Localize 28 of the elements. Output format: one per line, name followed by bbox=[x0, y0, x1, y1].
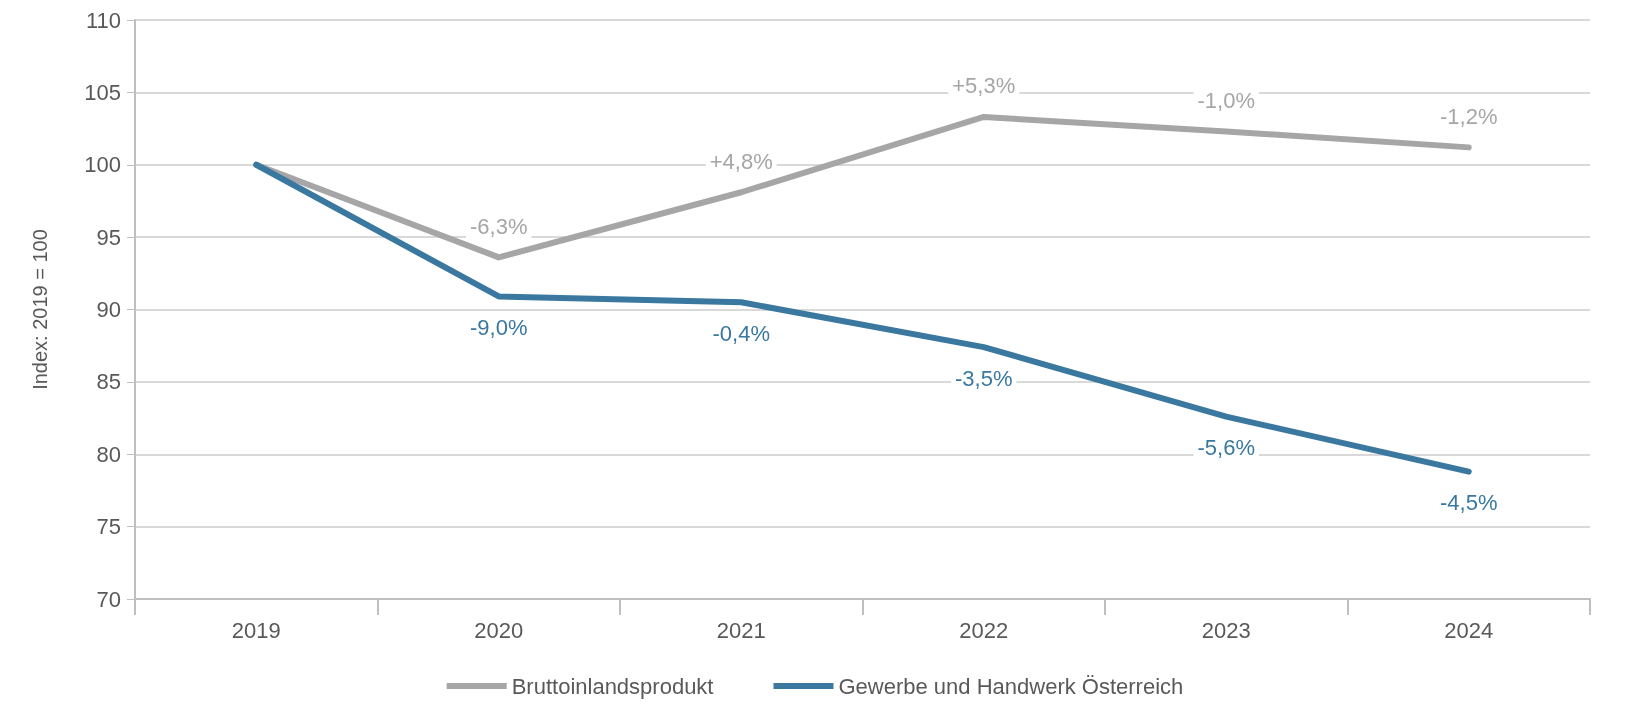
y-tick-label: 70 bbox=[96, 586, 121, 612]
annotation: -3,5% bbox=[955, 365, 1013, 391]
annotation: +4,8% bbox=[709, 148, 773, 174]
legend-label: Gewerbe und Handwerk Österreich bbox=[838, 673, 1184, 699]
x-tick-label: 2021 bbox=[716, 617, 766, 643]
y-tick-label: 95 bbox=[96, 224, 121, 250]
y-tick-label: 110 bbox=[85, 7, 121, 33]
y-tick-label: 85 bbox=[96, 369, 121, 395]
y-tick-label: 105 bbox=[84, 79, 121, 105]
x-tick-label: 2024 bbox=[1444, 617, 1494, 643]
y-tick-label: 75 bbox=[96, 514, 121, 540]
y-tick-label: 80 bbox=[96, 441, 121, 467]
annotation: -6,3% bbox=[470, 213, 528, 239]
x-tick-label: 2022 bbox=[959, 617, 1009, 643]
annotation: -9,0% bbox=[470, 314, 528, 340]
x-tick-label: 2020 bbox=[474, 617, 524, 643]
legend-label: Bruttoinlandsprodukt bbox=[511, 673, 714, 699]
y-tick-label: 90 bbox=[96, 297, 121, 322]
annotation: -1,0% bbox=[1197, 87, 1255, 113]
annotation: -1,2% bbox=[1440, 103, 1498, 129]
y-tick-label: 100 bbox=[84, 152, 121, 178]
y-axis-title: Index: 2019 = 100 bbox=[29, 229, 51, 390]
annotation: -4,5% bbox=[1440, 490, 1498, 516]
annotation: +5,3% bbox=[952, 73, 1016, 99]
x-tick-label: 2019 bbox=[231, 617, 281, 643]
annotation: -0,4% bbox=[712, 320, 770, 346]
x-tick-label: 2023 bbox=[1201, 617, 1251, 643]
annotation: -5,6% bbox=[1197, 435, 1255, 461]
